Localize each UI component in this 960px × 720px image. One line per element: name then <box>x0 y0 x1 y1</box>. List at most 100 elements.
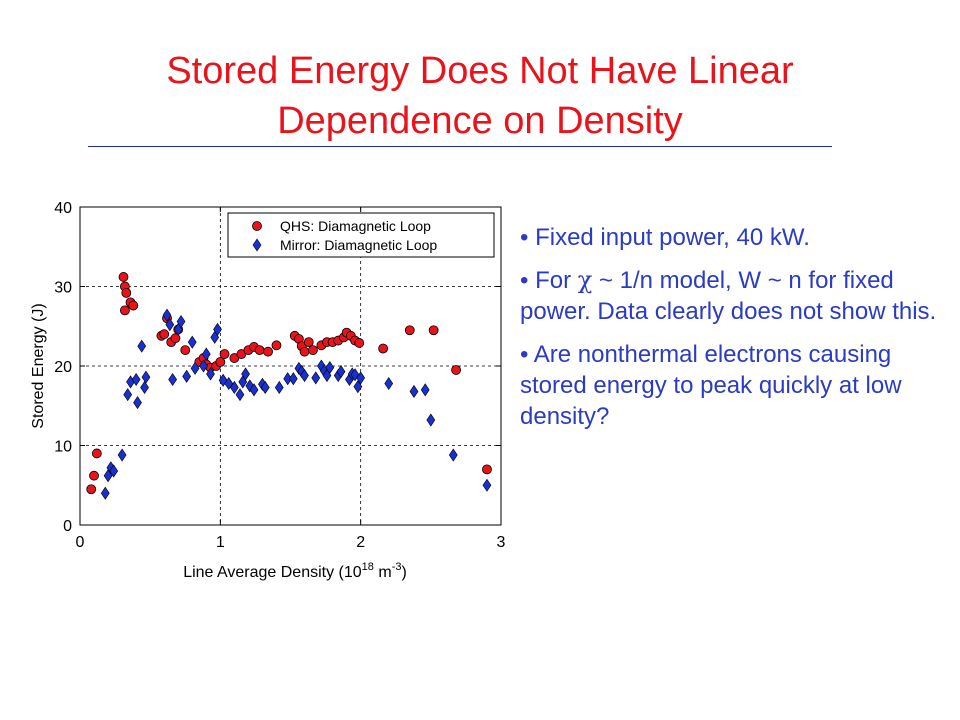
qhs-data-point <box>121 287 132 298</box>
mirror-data-point <box>426 413 436 427</box>
data-points <box>86 272 492 500</box>
qhs-data-point <box>120 305 130 316</box>
mirror-data-point <box>482 478 492 492</box>
x-tick-label: 1 <box>216 534 225 551</box>
mirror-data-point <box>162 308 172 322</box>
legend-label-mirror: Mirror: Diamagnetic Loop <box>280 237 437 253</box>
mirror-data-point <box>448 448 458 462</box>
mirror-data-point <box>176 314 186 329</box>
mirror-data-point <box>182 369 192 383</box>
x-axis-label-unit: m <box>374 564 392 581</box>
qhs-data-point <box>428 325 439 336</box>
mirror-data-point <box>137 339 147 353</box>
mirror-data-point <box>140 380 149 395</box>
qhs-data-point <box>303 337 314 348</box>
mirror-data-point <box>141 370 151 384</box>
bullet-3-text: • Are nonthermal electrons causing store… <box>520 341 902 430</box>
y-tick-label: 30 <box>54 280 72 297</box>
qhs-data-point <box>159 329 170 340</box>
legend: QHS: Diamagnetic Loop Mirror: Diamagneti… <box>227 212 495 258</box>
mirror-data-point <box>241 367 250 381</box>
mirror-data-point <box>213 322 222 336</box>
qhs-data-point <box>215 357 226 367</box>
qhs-data-point <box>482 464 492 475</box>
bullet-list: • Fixed input power, 40 kW. • For χ ~ 1/… <box>520 222 940 444</box>
title-line-2: Dependence on Density <box>277 100 683 142</box>
qhs-data-point <box>128 300 139 311</box>
qhs-data-point <box>378 343 389 354</box>
mirror-data-point <box>187 335 197 349</box>
mirror-data-point <box>133 396 142 410</box>
mirror-data-point <box>131 372 141 387</box>
mirror-data-point <box>384 376 394 391</box>
qhs-data-point <box>219 349 230 359</box>
qhs-data-point <box>86 484 97 495</box>
qhs-data-point <box>354 338 365 348</box>
x-axis-label-exponent-2: -3 <box>392 561 402 573</box>
grid-lines <box>80 207 501 525</box>
qhs-data-point <box>118 272 129 282</box>
x-tick-label: 0 <box>76 534 85 551</box>
chi-symbol: χ <box>577 266 593 294</box>
mirror-data-point <box>249 383 259 397</box>
qhs-data-point <box>404 325 415 336</box>
legend-marker-qhs <box>252 221 262 231</box>
bullet-1-text: • Fixed input power, 40 kW. <box>520 224 810 251</box>
mirror-data-point <box>100 486 110 500</box>
bullet-1: • Fixed input power, 40 kW. <box>520 222 940 253</box>
x-tick-label: 2 <box>356 534 365 551</box>
series-mirror <box>100 308 492 500</box>
mirror-data-point <box>168 372 177 387</box>
bullet-3: • Are nonthermal electrons causing store… <box>520 339 940 432</box>
mirror-data-point <box>230 380 239 395</box>
qhs-data-point <box>263 346 273 357</box>
mirror-data-point <box>260 380 270 395</box>
mirror-data-point <box>123 388 133 402</box>
legend-box <box>227 212 495 258</box>
chart-area: 0 1 2 3 0 10 20 30 40 Stored Energy (J) Line Ave… <box>0 180 520 590</box>
qhs-data-point <box>451 365 461 375</box>
y-tick-label: 40 <box>54 200 72 217</box>
qhs-data-point <box>89 470 99 481</box>
qhs-data-point <box>91 448 102 459</box>
title-underline <box>88 146 832 147</box>
mirror-data-point <box>117 448 127 462</box>
qhs-data-point <box>170 333 181 344</box>
y-tick-label: 20 <box>54 359 72 376</box>
mirror-data-point <box>311 371 321 385</box>
mirror-data-point <box>336 365 346 379</box>
bullet-2-text-b: ~ 1/n model, W ~ n for fixed power. Data… <box>520 267 937 325</box>
mirror-data-point <box>409 384 419 398</box>
legend-label-qhs: QHS: Diamagnetic Loop <box>280 218 431 234</box>
mirror-data-point <box>325 361 335 375</box>
mirror-data-point <box>300 368 309 383</box>
legend-marker-mirror <box>252 238 262 252</box>
mirror-data-point <box>235 388 245 402</box>
mirror-data-point <box>420 383 430 397</box>
mirror-data-point <box>109 464 119 478</box>
mirror-data-point <box>165 318 175 332</box>
qhs-data-point <box>271 340 282 351</box>
mirror-data-point <box>353 380 363 394</box>
mirror-data-point <box>201 347 211 361</box>
x-tick-label: 3 <box>497 534 506 551</box>
x-axis-label: Line Average Density (1018 m-3) <box>183 561 407 581</box>
y-tick-label: 10 <box>54 439 72 456</box>
mirror-data-point <box>288 372 298 386</box>
x-axis-label-prefix: Line Average Density (10 <box>183 564 362 581</box>
bullet-2-text-a: • For <box>520 267 578 294</box>
mirror-data-point <box>356 371 366 385</box>
mirror-data-point <box>274 380 284 395</box>
qhs-data-point <box>180 345 191 356</box>
mirror-data-point <box>206 367 215 381</box>
bullet-2: • For χ ~ 1/n model, W ~ n for fixed pow… <box>520 265 940 327</box>
y-axis-label: Stored Energy (J) <box>30 303 47 428</box>
mirror-data-point <box>190 361 200 375</box>
qhs-data-point <box>254 345 265 356</box>
x-axis-label-exponent-1: 18 <box>362 561 374 573</box>
y-tick-label: 0 <box>63 518 72 535</box>
qhs-data-point <box>299 346 310 357</box>
title-line-1: Stored Energy Does Not Have Linear <box>166 50 794 92</box>
